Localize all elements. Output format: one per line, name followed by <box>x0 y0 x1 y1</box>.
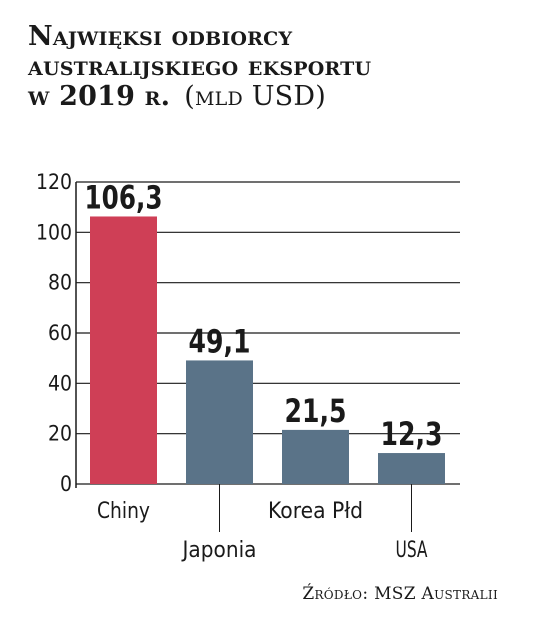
bar <box>186 360 253 484</box>
chart-title: Najwięksi odbiorcy australijskiego ekspo… <box>28 22 518 112</box>
bar-value-label: 49,1 <box>189 322 251 360</box>
source-label: Źródło: <box>302 584 369 604</box>
x-category-label: Chiny <box>97 499 150 524</box>
x-category-label: Japonia <box>181 538 257 563</box>
y-tick-label: 60 <box>48 321 72 345</box>
title-line-2: australijskiego eksportu <box>28 51 372 82</box>
y-tick-label: 80 <box>48 271 72 295</box>
bar-chart: 0 20 40 60 80 100 120 106,3 Chiny 49,1 Japonia 21,5… <box>36 170 460 563</box>
y-tick-label: 100 <box>36 220 72 244</box>
title-unit: (mld USD) <box>184 81 326 112</box>
y-tick-label: 40 <box>48 371 72 395</box>
y-tick-label: 20 <box>48 422 72 446</box>
source-note: Źródło: MSZ Australii <box>302 584 498 604</box>
x-category-label: USA <box>396 538 428 563</box>
bar <box>378 453 445 484</box>
x-category-label: Korea Płd <box>268 499 363 524</box>
bar <box>282 429 349 484</box>
title-line-3: w 2019 r. (mld USD) <box>28 82 518 112</box>
bar-value-label: 106,3 <box>85 178 163 216</box>
title-year: w 2019 r. <box>28 81 171 112</box>
y-tick-label: 120 <box>36 170 72 194</box>
bar-value-label: 12,3 <box>381 415 443 453</box>
bar <box>90 216 157 484</box>
chart-title-block: Najwięksi odbiorcy australijskiego ekspo… <box>28 22 518 112</box>
y-tick-label: 0 <box>60 472 72 496</box>
title-line-1: Najwięksi odbiorcy <box>28 21 293 52</box>
bar-value-label: 21,5 <box>285 392 347 430</box>
source-text: MSZ Australii <box>374 584 498 604</box>
